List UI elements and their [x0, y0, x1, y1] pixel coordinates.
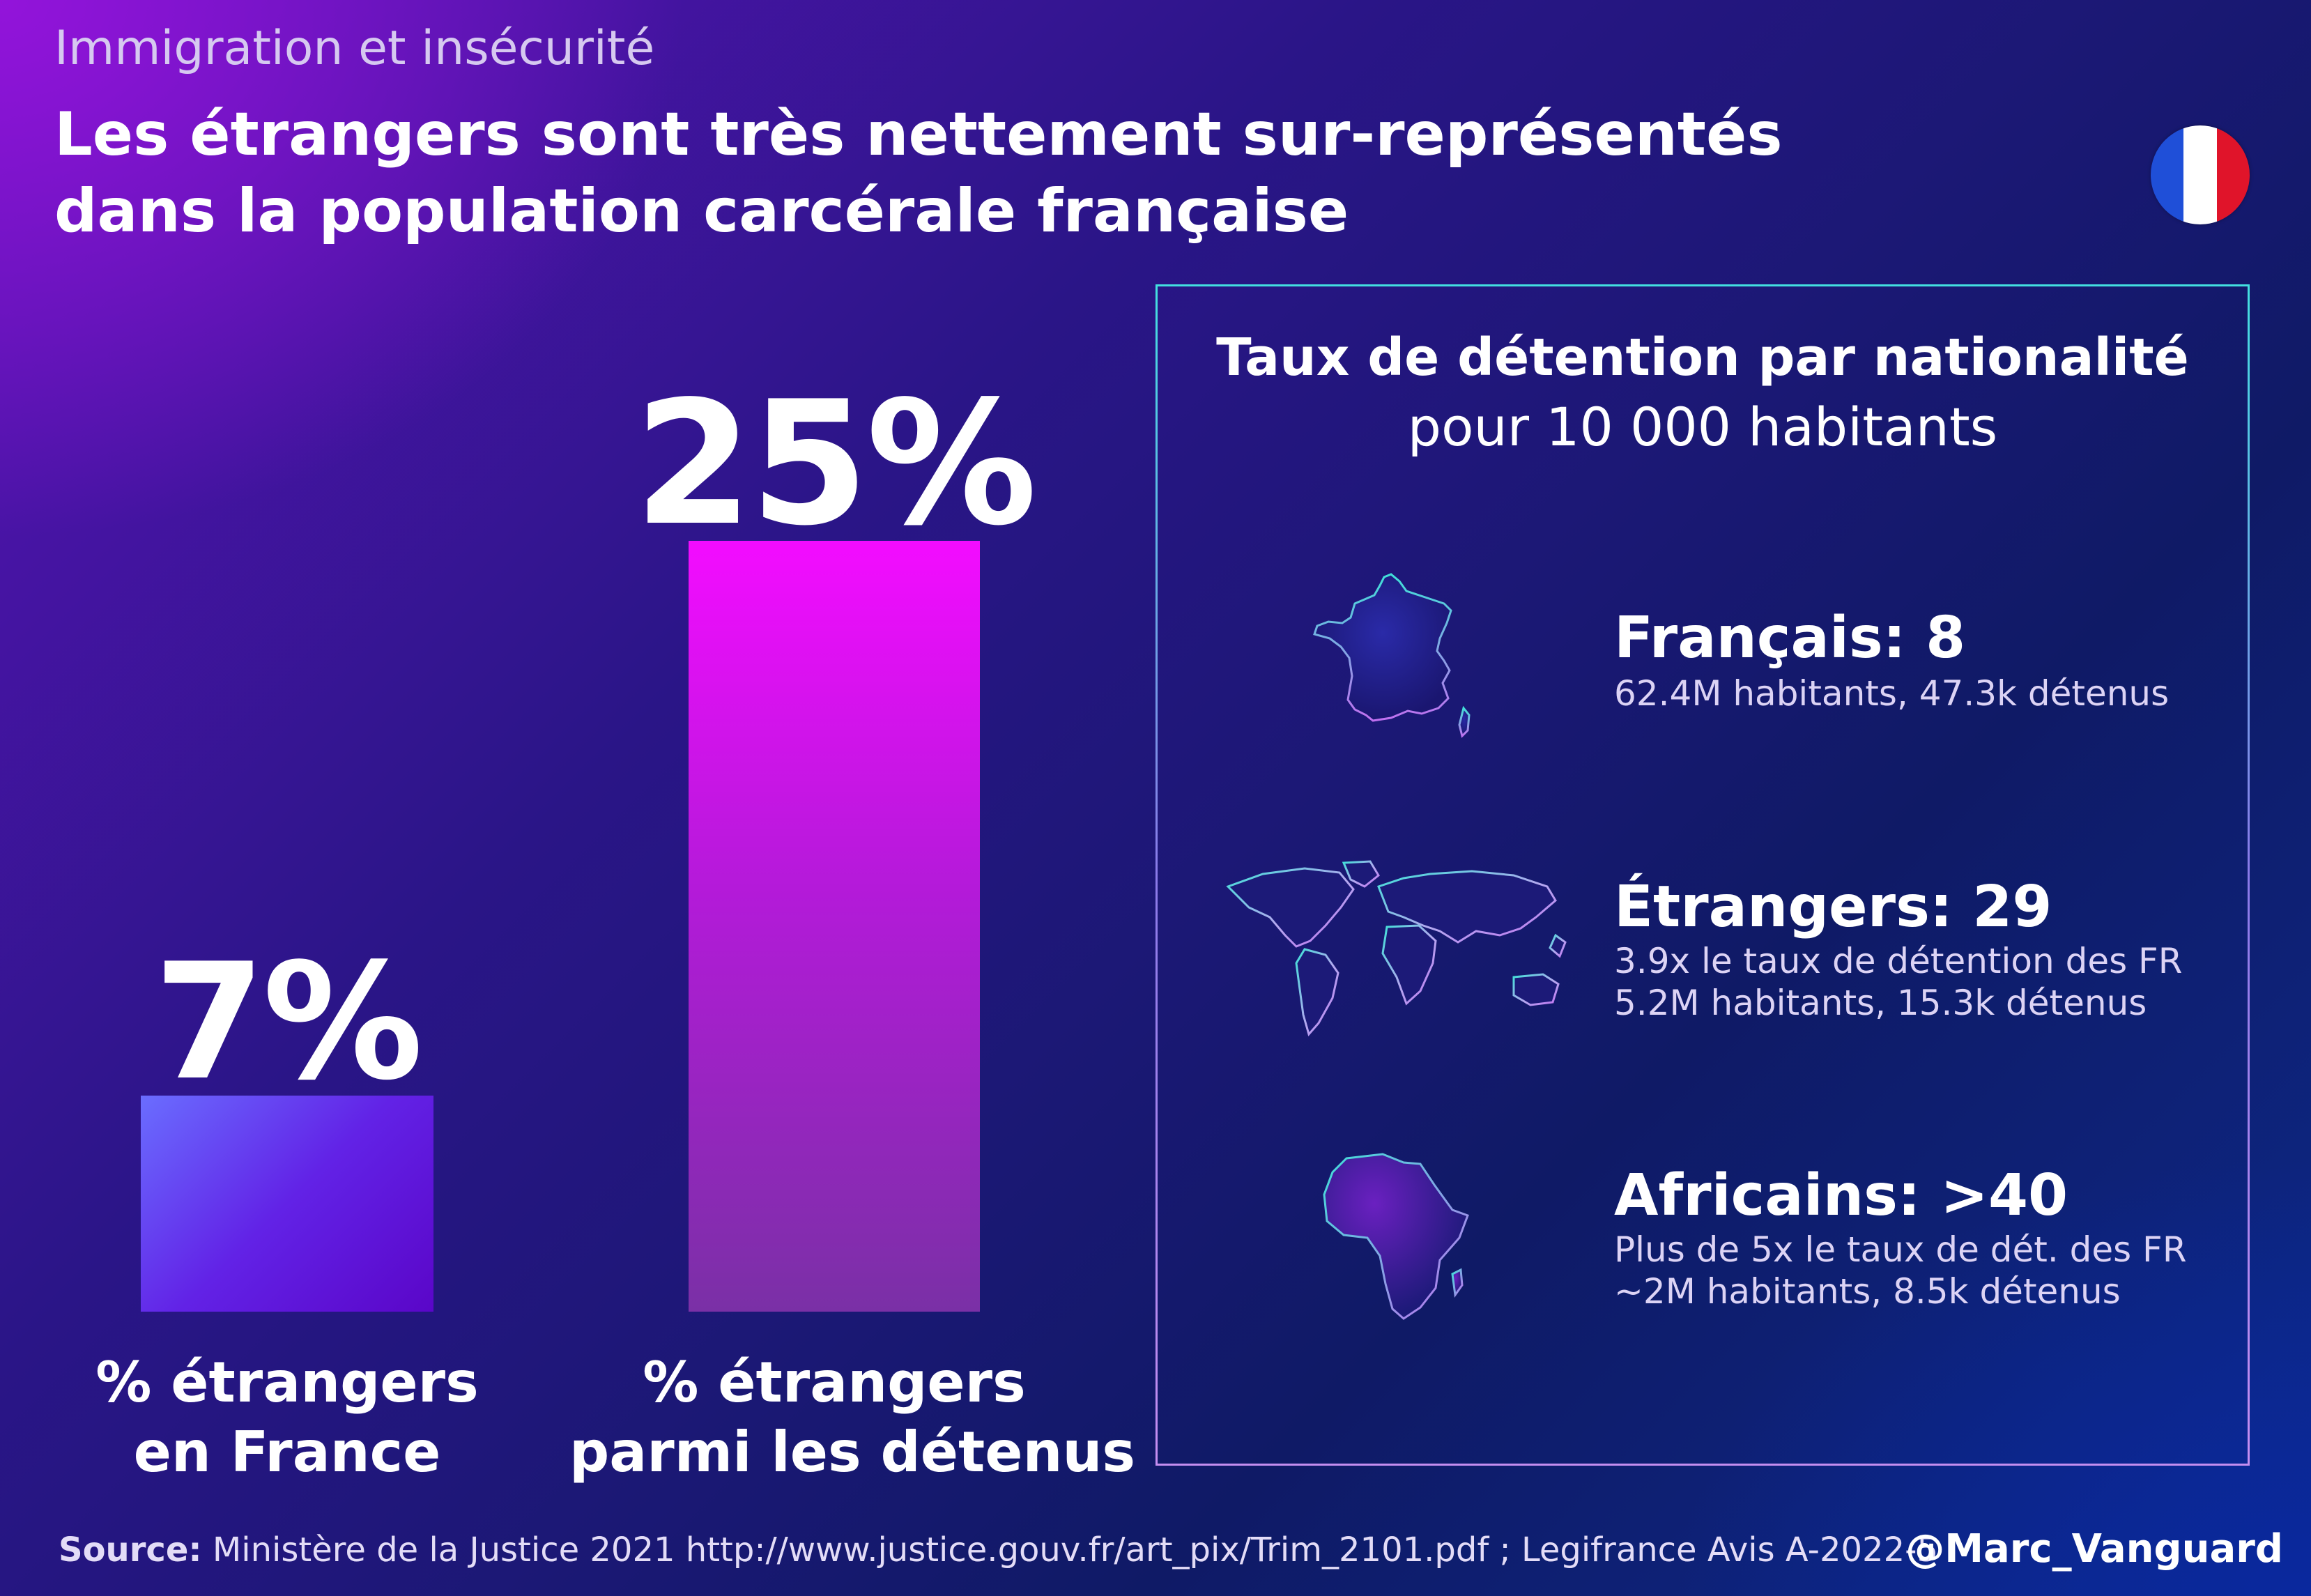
- flag-red-stripe: [2216, 125, 2250, 224]
- category-label-line: en France: [133, 1420, 441, 1484]
- france-flag-icon: [2151, 125, 2250, 224]
- row-etrangers-line-2: 5.2M habitants, 15.3k détenus: [1614, 983, 2147, 1023]
- category-label: % étrangers parmi les détenus: [569, 1348, 1136, 1487]
- category-label-line: parmi les détenus: [569, 1420, 1136, 1484]
- row-etrangers-head: Étrangers: 29: [1614, 874, 2052, 940]
- category-label: % étrangers en France: [22, 1348, 552, 1487]
- author-handle: @Marc_Vanguard: [1905, 1526, 2283, 1572]
- bar-foreigners-among-inmates: [689, 541, 980, 1312]
- panel-subtitle: pour 10 000 habitants: [1407, 396, 1998, 458]
- bar-value-label: 7%: [153, 930, 423, 1116]
- panel-title: Taux de détention par nationalité: [1216, 328, 2189, 388]
- category-label-line: % étrangers: [643, 1350, 1026, 1415]
- flag-blue-stripe: [2151, 125, 2184, 224]
- row-africains-line-2: ~2M habitants, 8.5k détenus: [1614, 1271, 2121, 1312]
- row-africains-line-1: Plus de 5x le taux de dét. des FR: [1614, 1229, 2187, 1270]
- bar-foreigners-in-france: [141, 1096, 433, 1312]
- source-label: Source:: [59, 1530, 202, 1570]
- source-text: Ministère de la Justice 2021 http://www.…: [201, 1530, 1938, 1570]
- bar-value-label: 25%: [634, 365, 1037, 563]
- row-africains-head: Africains: >40: [1614, 1163, 2068, 1229]
- france-map-icon: [1313, 573, 1471, 738]
- world-map-icon: [1226, 860, 1567, 1037]
- category-label-line: % étrangers: [95, 1350, 479, 1415]
- supertitle: Immigration et insécurité: [54, 21, 655, 76]
- source-note: Source: Ministère de la Justice 2021 htt…: [59, 1530, 1938, 1570]
- page-title: Les étrangers sont très nettement sur-re…: [54, 100, 1783, 246]
- flag-white-stripe: [2183, 125, 2217, 224]
- africa-map-icon: [1323, 1153, 1469, 1320]
- row-etrangers-line-1: 3.9x le taux de détention des FR: [1614, 941, 2183, 981]
- row-francais-head: Français: 8: [1614, 605, 1966, 671]
- row-francais-line: 62.4M habitants, 47.3k détenus: [1614, 673, 2170, 714]
